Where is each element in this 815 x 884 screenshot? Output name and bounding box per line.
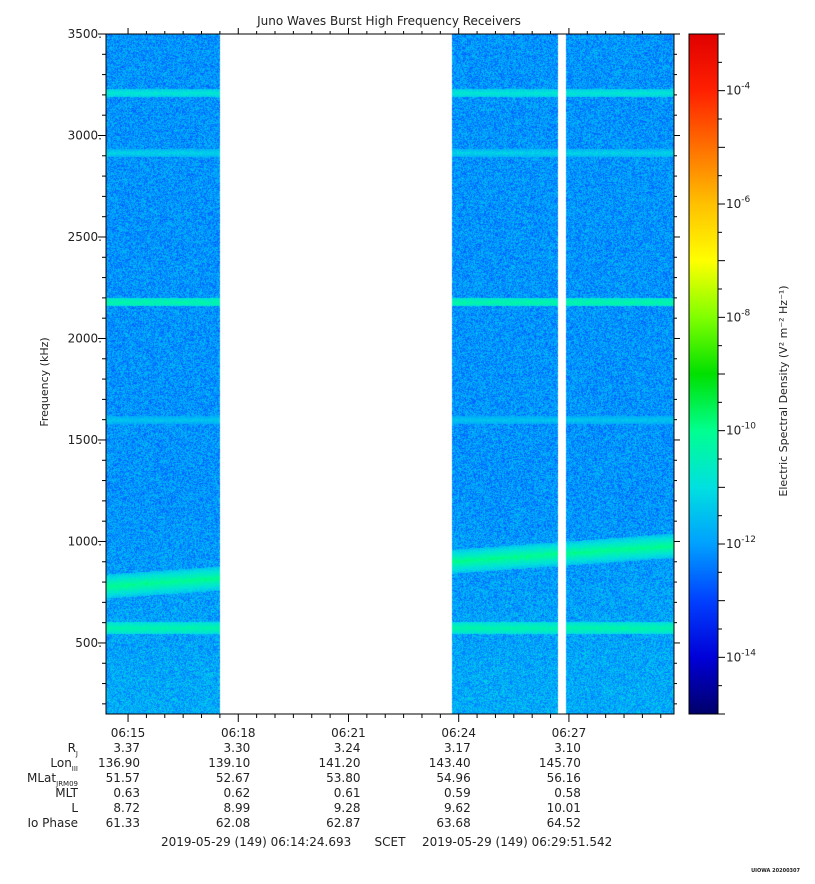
ephemeris-value: 145.70 <box>539 756 581 770</box>
y-axis-label: Frequency (kHz) <box>38 337 51 426</box>
colorbar-gradient <box>689 34 718 714</box>
ephemeris-value: 141.20 <box>318 756 360 770</box>
x-tick-label: 06:24 <box>441 726 476 740</box>
ephemeris-value: 10.01 <box>547 801 581 815</box>
x-axis: 06:15 06:18 06:21 06:24 06:27 <box>111 28 662 740</box>
colorbar-tick-label: 10-10 <box>726 422 756 438</box>
ephemeris-value: 51.57 <box>106 771 140 785</box>
y-tick-label: 2000. <box>68 331 102 345</box>
time-system-label: SCET <box>375 835 407 849</box>
ephemeris-table: RJ 3.37 3.30 3.24 3.17 3.10 LonIII 136.90 139.10… <box>27 741 581 830</box>
ephemeris-row-label: RJ <box>68 741 78 758</box>
y-tick-label: 1500. <box>68 433 102 447</box>
ephemeris-row-label: LonIII <box>50 756 78 773</box>
ephemeris-value: 139.10 <box>208 756 250 770</box>
colorbar-tick-label: 10-14 <box>726 648 756 664</box>
ephemeris-value: 52.67 <box>216 771 250 785</box>
ephemeris-value: 62.87 <box>326 816 360 830</box>
spectrogram-image <box>106 34 674 714</box>
ephemeris-value: 64.52 <box>547 816 581 830</box>
y-tick-label: 1000. <box>68 534 102 548</box>
ephemeris-value: 8.72 <box>113 801 140 815</box>
y-tick-label: 3500. <box>68 27 102 41</box>
ephemeris-value: 3.10 <box>554 741 581 755</box>
ephemeris-value: 0.62 <box>224 786 251 800</box>
colorbar: 10-4 10-6 10-8 10-10 10-12 10-14 Electric Spe… <box>688 33 790 715</box>
ephemeris-row-label: L <box>71 801 78 815</box>
colorbar-tick-label: 10-12 <box>726 535 756 551</box>
colorbar-tick-label: 10-8 <box>726 308 751 324</box>
ephemeris-value: 3.24 <box>334 741 361 755</box>
ephemeris-value: 143.40 <box>429 756 471 770</box>
ephemeris-row-label: MLT <box>55 786 78 800</box>
plot-area: 500. 1000. 1500. 2000. 2500. 3000. 3500. 06:15… <box>68 27 680 740</box>
ephemeris-value: 63.68 <box>436 816 470 830</box>
x-tick-label: 06:27 <box>552 726 587 740</box>
ephemeris-value: 3.30 <box>224 741 251 755</box>
time-range-footer: 2019-05-29 (149) 06:14:24.693 SCET 2019-… <box>161 835 801 874</box>
ephemeris-value: 53.80 <box>326 771 360 785</box>
plot-frame <box>105 33 675 715</box>
start-time: 2019-05-29 (149) 06:14:24.693 <box>161 835 351 849</box>
ephemeris-row-label: MLatJRM09 <box>27 771 78 788</box>
ephemeris-value: 0.61 <box>334 786 361 800</box>
ephemeris-value: 9.62 <box>444 801 471 815</box>
end-time: 2019-05-29 (149) 06:29:51.542 <box>422 835 612 849</box>
chart-title: Juno Waves Burst High Frequency Receiver… <box>256 14 521 28</box>
y-tick-label: 2500. <box>68 230 102 244</box>
ephemeris-row-label: Io Phase <box>27 816 78 830</box>
colorbar-tick-label: 10-6 <box>726 195 751 211</box>
y-tick-label: 500. <box>75 636 102 650</box>
colorbar-tick-label: 10-4 <box>726 82 751 98</box>
x-tick-label: 06:15 <box>111 726 146 740</box>
y-tick-label: 3000. <box>68 128 102 142</box>
ephemeris-value: 0.63 <box>113 786 140 800</box>
colorbar-label: Electric Spectral Density (V² m⁻² Hz⁻¹) <box>777 285 790 496</box>
ephemeris-value: 0.58 <box>554 786 581 800</box>
ephemeris-value: 3.37 <box>113 741 140 755</box>
ephemeris-value: 56.16 <box>547 771 581 785</box>
y-axis: 500. 1000. 1500. 2000. 2500. 3000. 3500. <box>68 27 680 705</box>
ephemeris-value: 61.33 <box>106 816 140 830</box>
ephemeris-value: 9.28 <box>334 801 361 815</box>
x-tick-label: 06:18 <box>221 726 256 740</box>
uiowa-stamp: UIOWA 20200307 <box>751 868 800 874</box>
ephemeris-value: 8.99 <box>224 801 251 815</box>
ephemeris-value: 136.90 <box>98 756 140 770</box>
colorbar-ticks: 10-4 10-6 10-8 10-10 10-12 10-14 <box>718 33 756 715</box>
ephemeris-value: 54.96 <box>436 771 470 785</box>
ephemeris-value: 3.17 <box>444 741 471 755</box>
ephemeris-value: 0.59 <box>444 786 471 800</box>
ephemeris-value: 62.08 <box>216 816 250 830</box>
x-tick-label: 06:21 <box>331 726 366 740</box>
